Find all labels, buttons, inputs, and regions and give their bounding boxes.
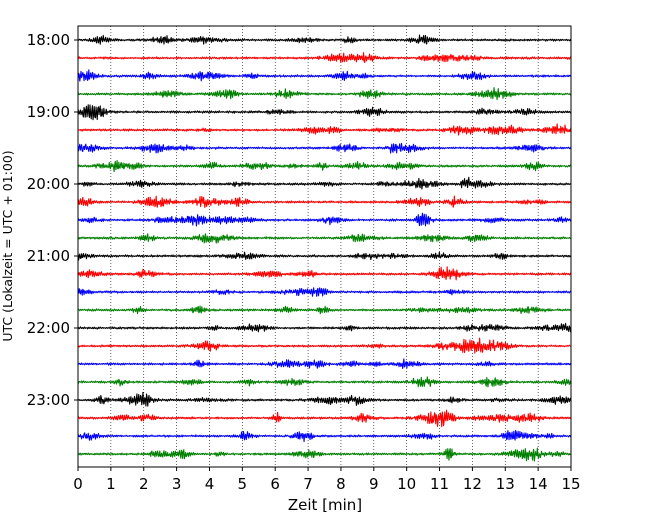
trace-2145 bbox=[77, 305, 572, 315]
trace-1930 bbox=[77, 142, 572, 154]
trace-2130 bbox=[77, 287, 572, 297]
trace-1945 bbox=[77, 159, 572, 173]
x-tick-label: 7 bbox=[303, 475, 313, 493]
x-tick-label: 10 bbox=[397, 475, 416, 493]
trace-2315 bbox=[77, 409, 572, 428]
x-tick-label: 0 bbox=[73, 475, 83, 493]
x-tick-label: 2 bbox=[139, 475, 149, 493]
trace-2045 bbox=[77, 233, 572, 244]
x-tick-label: 14 bbox=[529, 475, 548, 493]
y-tick-label: 23:00 bbox=[27, 391, 70, 409]
x-tick-label: 6 bbox=[270, 475, 280, 493]
x-tick-label: 4 bbox=[205, 475, 215, 493]
trace-1900 bbox=[77, 104, 572, 121]
x-tick-label: 15 bbox=[561, 475, 580, 493]
trace-lines bbox=[77, 34, 572, 462]
trace-1800 bbox=[77, 34, 572, 45]
trace-1830 bbox=[77, 69, 572, 82]
x-axis-title: Zeit [min] bbox=[288, 496, 362, 514]
y-tick-label: 18:00 bbox=[27, 31, 70, 49]
x-tick-label: 5 bbox=[238, 475, 248, 493]
trace-2245 bbox=[77, 376, 572, 388]
x-tick-label: 9 bbox=[369, 475, 379, 493]
x-tick-label: 3 bbox=[172, 475, 182, 493]
x-tick-label: 8 bbox=[336, 475, 346, 493]
trace-1845 bbox=[77, 87, 572, 101]
x-tick-label: 12 bbox=[463, 475, 482, 493]
trace-2230 bbox=[77, 358, 572, 369]
y-tick-label: 19:00 bbox=[27, 103, 70, 121]
plot-frame bbox=[77, 25, 572, 468]
trace-2030 bbox=[77, 212, 572, 227]
y-tick-label: 22:00 bbox=[27, 319, 70, 337]
trace-2115 bbox=[77, 266, 572, 281]
y-tick-label: 20:00 bbox=[27, 175, 70, 193]
x-tick-label: 11 bbox=[430, 475, 449, 493]
trace-2000 bbox=[77, 176, 572, 190]
trace-2330 bbox=[77, 429, 572, 443]
y-axis: 18:00 19:00 20:00 21:00 22:00 23:00 bbox=[27, 31, 78, 409]
trace-2215 bbox=[77, 337, 572, 354]
y-tick-label: 21:00 bbox=[27, 247, 70, 265]
trace-1815 bbox=[77, 52, 572, 63]
trace-2300 bbox=[77, 391, 572, 407]
trace-2200 bbox=[77, 322, 572, 333]
trace-2015 bbox=[77, 195, 572, 209]
x-tick-label: 13 bbox=[496, 475, 515, 493]
trace-1915 bbox=[77, 123, 572, 136]
x-axis: 0 1 2 3 4 5 6 7 8 9 10 11 12 13 14 15 bbox=[73, 467, 581, 493]
x-tick-label: 1 bbox=[106, 475, 116, 493]
trace-2345 bbox=[77, 447, 572, 462]
y-axis-title: UTC (Lokalzeit = UTC + 01:00) bbox=[0, 150, 15, 341]
trace-2100 bbox=[77, 251, 572, 261]
